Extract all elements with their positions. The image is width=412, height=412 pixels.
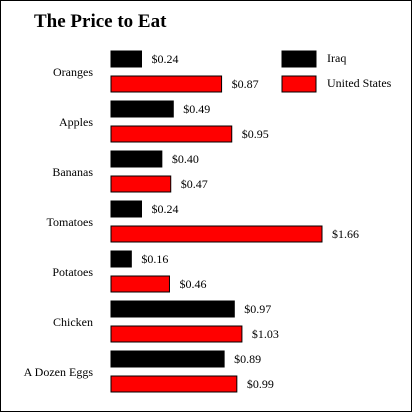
bar-united-states: [110, 125, 233, 143]
bar-iraq: [110, 300, 235, 318]
data-label: $0.24: [152, 52, 179, 66]
bar-iraq: [110, 200, 143, 218]
data-label: $1.66: [332, 227, 359, 241]
bar-united-states: [110, 225, 323, 243]
data-label: $0.24: [152, 202, 179, 216]
bar-iraq: [110, 250, 132, 268]
data-label: $1.03: [252, 327, 279, 341]
bars-layer: Oranges $0.24 $0.87 Apples $0.49 $0.95 Bananas…: [24, 50, 359, 393]
bar-united-states: [110, 375, 238, 393]
legend-swatch: [281, 75, 317, 93]
data-label: $0.46: [179, 277, 206, 291]
bar-united-states: [110, 75, 223, 93]
category-label: Potatoes: [52, 265, 93, 279]
bar-united-states: [110, 325, 243, 343]
category-label: Bananas: [52, 165, 93, 179]
data-label: $0.47: [181, 177, 208, 191]
bar-iraq: [110, 50, 143, 68]
data-label: $0.99: [247, 377, 274, 391]
data-label: $0.95: [242, 127, 269, 141]
bar-iraq: [110, 350, 225, 368]
data-label: $0.97: [244, 302, 271, 316]
category-label: Apples: [59, 115, 93, 129]
legend-swatch: [281, 50, 317, 68]
bar-iraq: [110, 150, 163, 168]
legend-label: Iraq: [327, 51, 346, 65]
category-label: Oranges: [53, 65, 93, 79]
data-label: $0.87: [232, 77, 259, 91]
legend-label: United States: [327, 76, 392, 90]
bar-united-states: [110, 275, 170, 293]
category-label: A Dozen Eggs: [24, 365, 94, 379]
data-label: $0.40: [172, 152, 199, 166]
data-label: $0.49: [183, 102, 210, 116]
legend: Iraq United States: [281, 50, 392, 93]
category-label: Tomatoes: [47, 215, 94, 229]
data-label: $0.16: [141, 252, 168, 266]
bar-iraq: [110, 100, 174, 118]
category-label: Chicken: [53, 315, 93, 329]
chart-title: The Price to Eat: [34, 11, 167, 32]
bar-united-states: [110, 175, 172, 193]
data-label: $0.89: [234, 352, 261, 366]
